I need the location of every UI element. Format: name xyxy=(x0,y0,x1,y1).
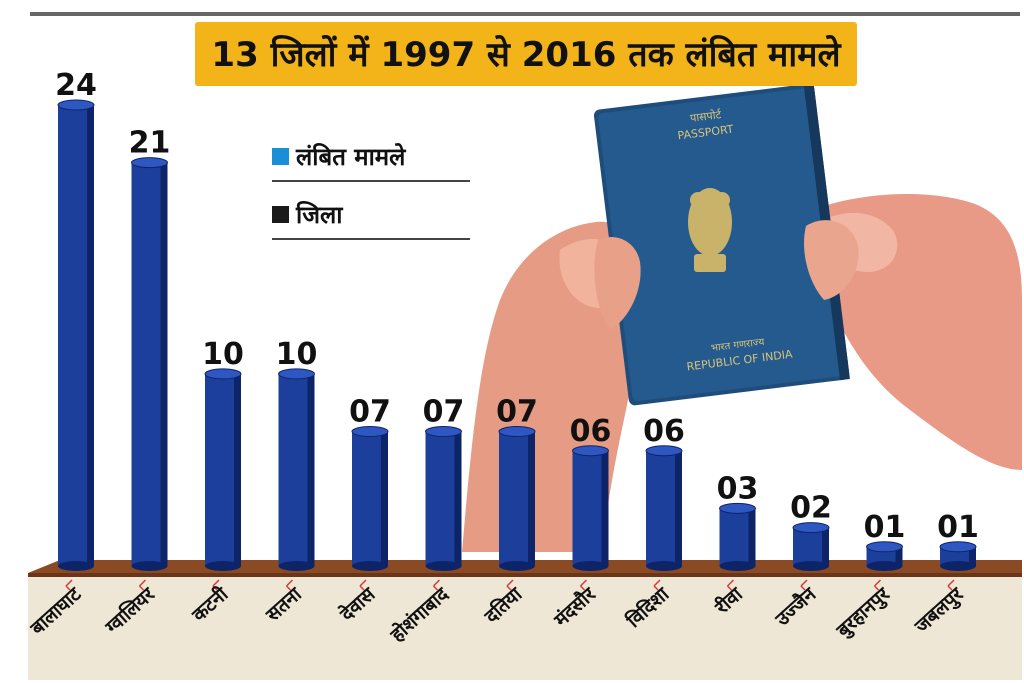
top-rule xyxy=(30,12,1020,16)
value-label: 07 xyxy=(423,395,465,430)
value-label: 07 xyxy=(349,395,391,430)
category-tick xyxy=(65,579,73,591)
chart-title: 13 जिलों में 1997 से 2016 तक लंबित मामले xyxy=(211,35,841,75)
value-labels-group: 24 21 10 10 07 07 07 06 06 03 02 01 01 xyxy=(55,68,979,545)
bar xyxy=(204,368,242,571)
category-tick xyxy=(285,579,294,591)
bar xyxy=(792,522,830,571)
chart-base-edge xyxy=(28,573,1022,577)
value-label: 10 xyxy=(202,337,244,372)
legend-item-district: जिला xyxy=(272,196,470,240)
category-tick xyxy=(800,579,808,591)
category-tick xyxy=(432,579,441,591)
category-tick xyxy=(947,579,955,591)
legend-label-cases: लंबित मामले xyxy=(296,143,406,171)
svg-text:पासपोर्ट: पासपोर्ट xyxy=(689,108,722,125)
title-banner: 13 जिलों में 1997 से 2016 तक लंबित मामले xyxy=(195,22,857,86)
value-label: 07 xyxy=(496,395,538,430)
category-tick xyxy=(653,579,661,591)
value-label: 21 xyxy=(129,126,171,161)
category-tick xyxy=(506,579,514,591)
value-label: 06 xyxy=(643,414,685,449)
category-tick xyxy=(212,579,220,591)
value-label: 24 xyxy=(55,68,97,103)
value-label: 06 xyxy=(570,414,612,449)
bar xyxy=(498,426,536,571)
bars-group xyxy=(57,99,977,571)
legend-swatch-district xyxy=(272,206,289,223)
bar xyxy=(278,368,315,571)
legend-divider xyxy=(272,238,470,240)
category-tick xyxy=(726,579,735,591)
category-tick xyxy=(359,579,367,591)
bar xyxy=(939,541,977,571)
legend-swatch-cases xyxy=(272,148,289,165)
category-tick xyxy=(873,579,882,591)
bar xyxy=(425,426,462,571)
bar xyxy=(351,426,389,571)
legend-item-cases: लंबित मामले xyxy=(272,138,470,182)
legend-label-district: जिला xyxy=(296,201,343,229)
value-label: 01 xyxy=(937,510,979,545)
bar xyxy=(866,541,903,571)
value-label: 10 xyxy=(276,337,318,372)
legend-divider xyxy=(272,180,470,182)
value-label: 03 xyxy=(717,471,759,506)
bar xyxy=(645,445,683,571)
value-label: 01 xyxy=(864,510,906,545)
category-tick xyxy=(138,579,147,591)
category-tick xyxy=(579,579,588,591)
bar xyxy=(572,445,609,571)
chart-floor xyxy=(28,573,1022,680)
bar xyxy=(719,502,756,571)
bar xyxy=(57,99,95,571)
bar xyxy=(131,157,168,571)
value-label: 02 xyxy=(790,491,832,526)
